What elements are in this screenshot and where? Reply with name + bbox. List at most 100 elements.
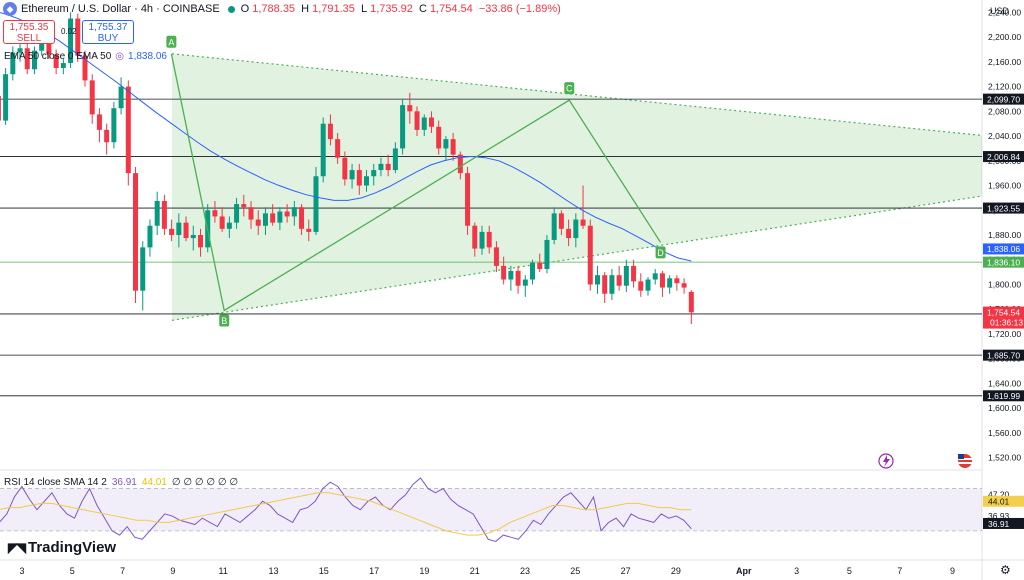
time-tick-label-11: 25 <box>570 566 580 576</box>
time-tick-label-0: 3 <box>19 566 24 576</box>
candle-body-76 <box>522 279 528 286</box>
level-label-3-text: 1,836.10 <box>987 257 1020 267</box>
candle-body-50 <box>335 139 341 158</box>
candle-body-65 <box>443 139 449 149</box>
currency-label[interactable]: USD <box>990 6 1010 16</box>
pattern-point-label-0: A <box>168 37 174 47</box>
rsi-value-text: 36.91 <box>988 519 1010 529</box>
candle-body-6 <box>17 48 23 53</box>
rsi-legend-value: 36.91 <box>111 477 137 488</box>
level-label-3-box <box>983 256 1024 268</box>
candle-body-82 <box>566 228 572 239</box>
candle-body-15 <box>82 55 88 81</box>
candle-body-23 <box>140 247 146 291</box>
candle-body-28 <box>176 222 182 235</box>
rsi-value-label: 36.91 <box>983 517 1024 529</box>
level-label-2-text: 1,923.55 <box>987 203 1020 213</box>
ema-legend[interactable]: EMA 50 close 0 EMA 50 ◎ 1,838.06 <box>4 51 167 62</box>
candle-body-70 <box>479 231 485 249</box>
candle-body-38 <box>248 207 254 220</box>
level-label-5-text: 1,685.70 <box>987 350 1020 360</box>
candle-body-63 <box>428 117 434 127</box>
triangle-lower-line <box>171 195 983 321</box>
time-tick-label-17: 7 <box>897 566 902 576</box>
level-label-1: 2,006.84 <box>983 151 1024 163</box>
last-price-countdown: 01:36:13 <box>990 318 1023 328</box>
buy-button[interactable]: 1,755.37 BUY <box>82 20 134 44</box>
level-label-6-box <box>983 390 1024 402</box>
price-tick-label-2: 2,160.00 <box>988 57 1021 67</box>
rsi-sma-value-box <box>983 495 1024 507</box>
open-label: O <box>240 3 250 15</box>
candle-body-9 <box>39 40 45 51</box>
candle-body-17 <box>96 114 102 130</box>
rsi-band <box>0 488 982 531</box>
price-tick-label-16: 1,600.00 <box>988 403 1021 413</box>
pattern-point-box-2 <box>564 82 575 95</box>
candle-body-33 <box>212 210 218 217</box>
candle-body-24 <box>147 225 153 248</box>
pattern-point-b: B <box>219 314 230 327</box>
candle-body-19 <box>111 108 117 143</box>
flag-stripe-2 <box>958 462 972 464</box>
candle-body-71 <box>486 231 492 248</box>
tradingview-logo[interactable]: ◤◥ TradingView <box>8 539 116 556</box>
price-tick-label-0: 2,240.00 <box>988 7 1021 17</box>
candle-body-56 <box>378 163 384 171</box>
candle-body-41 <box>270 213 276 223</box>
buy-label: BUY <box>97 33 119 44</box>
ema-settings-icon[interactable]: ◎ <box>115 51 125 62</box>
alert-lightning-bolt <box>883 455 890 467</box>
ema-legend-text: EMA 50 close 0 EMA 50 <box>4 51 112 62</box>
level-label-0: 2,099.70 <box>983 93 1024 105</box>
candle-body-47 <box>313 176 319 232</box>
rsi-legend[interactable]: RSI 14 close SMA 14 2 36.91 44.01 ∅ ∅ ∅ … <box>4 477 238 488</box>
price-tick-label-5: 2,040.00 <box>988 131 1021 141</box>
price-tick-label-9: 1,880.00 <box>988 230 1021 240</box>
time-axis: 3 5 7 9 11 13 15 17 19 21 23 25 27 29 Apr 3 5 7 9 <box>19 566 955 576</box>
level-label-0-text: 2,099.70 <box>987 94 1020 104</box>
candle-body-26 <box>161 200 167 229</box>
candles <box>0 12 694 325</box>
time-tick-label-6: 15 <box>319 566 329 576</box>
candle-body-30 <box>190 235 196 239</box>
time-tick-label-16: 5 <box>847 566 852 576</box>
level-label-3: 1,836.10 <box>983 256 1024 268</box>
candle-body-22 <box>133 173 139 291</box>
candle-body-25 <box>154 200 160 226</box>
candle-body-74 <box>508 270 514 280</box>
candle-body-57 <box>385 163 391 171</box>
candle-body-66 <box>450 139 456 155</box>
candle-body-42 <box>277 211 283 223</box>
candle-body-64 <box>436 126 442 149</box>
settings-gear-icon[interactable]: ⚙ <box>1000 563 1011 577</box>
time-tick-label-5: 13 <box>268 566 278 576</box>
time-tick-label-12: 27 <box>621 566 631 576</box>
pattern-point-d: D <box>655 246 666 259</box>
pattern-point-label-1: B <box>221 316 227 326</box>
candle-body-44 <box>291 207 297 217</box>
rsi-sma-value-label: 44.01 <box>983 495 1024 507</box>
candle-body-88 <box>609 275 615 294</box>
candle-body-54 <box>364 176 370 186</box>
candle-body-87 <box>602 275 608 294</box>
rsi-line <box>0 477 692 542</box>
candle-body-40 <box>262 213 268 226</box>
symbol-title[interactable]: Ethereum / U.S. Dollar · 4h · COINBASE <box>21 3 220 15</box>
sell-button[interactable]: 1,755.35 SELL <box>3 20 55 44</box>
last-price-box <box>983 306 1024 329</box>
candle-body-51 <box>342 157 348 180</box>
candle-body-98 <box>681 283 687 288</box>
price-tick-label-13: 1,720.00 <box>988 329 1021 339</box>
buy-price: 1,755.37 <box>88 22 128 33</box>
sell-label: SELL <box>16 33 42 44</box>
pattern-point-box-1 <box>219 314 230 327</box>
change-value: −33.86 (−1.89%) <box>478 3 561 15</box>
time-tick-label-8: 19 <box>419 566 429 576</box>
candle-body-79 <box>544 239 550 270</box>
candle-body-13 <box>68 18 74 64</box>
candle-body-99 <box>688 291 694 313</box>
time-tick-label-9: 21 <box>470 566 480 576</box>
price-tick-label-1: 2,200.00 <box>988 32 1021 42</box>
